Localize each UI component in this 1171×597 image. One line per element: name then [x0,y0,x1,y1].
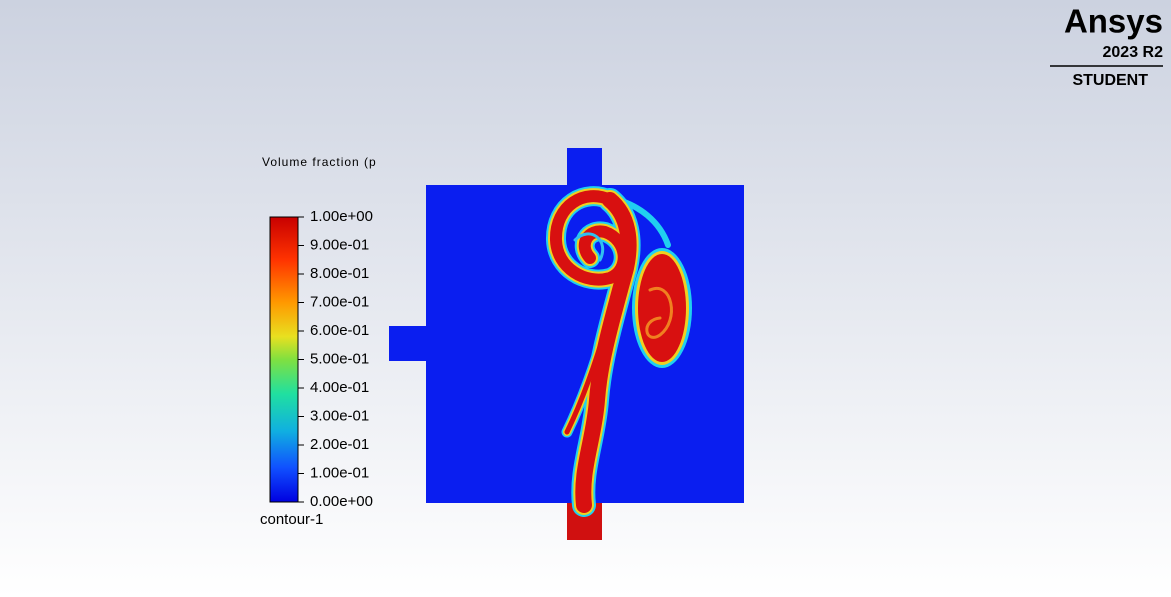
legend-name: contour-1 [260,511,323,528]
colorbar-tick-label: 8.00e-01 [310,265,369,282]
colorbar-tick-label: 1.00e+00 [310,208,373,225]
colorbar [269,216,299,503]
colorbar-tick-label: 5.00e-01 [310,350,369,367]
logo-brand: Ansys [1064,3,1163,40]
colorbar-tick-label: 2.00e-01 [310,436,369,453]
colorbar-tick-label: 0.00e+00 [310,493,373,510]
colorbar-ticks: 1.00e+00 9.00e-01 8.00e-01 7.00e-01 6.00e-01… [298,208,373,510]
logo-version: 2023 R2 [1103,44,1164,61]
colorbar-tick-label: 7.00e-01 [310,293,369,310]
colorbar-tick-label: 4.00e-01 [310,379,369,396]
logo: Ansys 2023 R2 STUDENT [1050,3,1164,89]
colorbar-tick-label: 9.00e-01 [310,236,369,253]
colorbar-tick-label: 3.00e-01 [310,407,369,424]
colorbar-tick-label: 1.00e-01 [310,464,369,481]
legend-title: Volume fraction (p [262,155,377,169]
colorbar-tick-label: 6.00e-01 [310,322,369,339]
phase-plume [556,196,692,505]
logo-edition: STUDENT [1072,72,1148,89]
